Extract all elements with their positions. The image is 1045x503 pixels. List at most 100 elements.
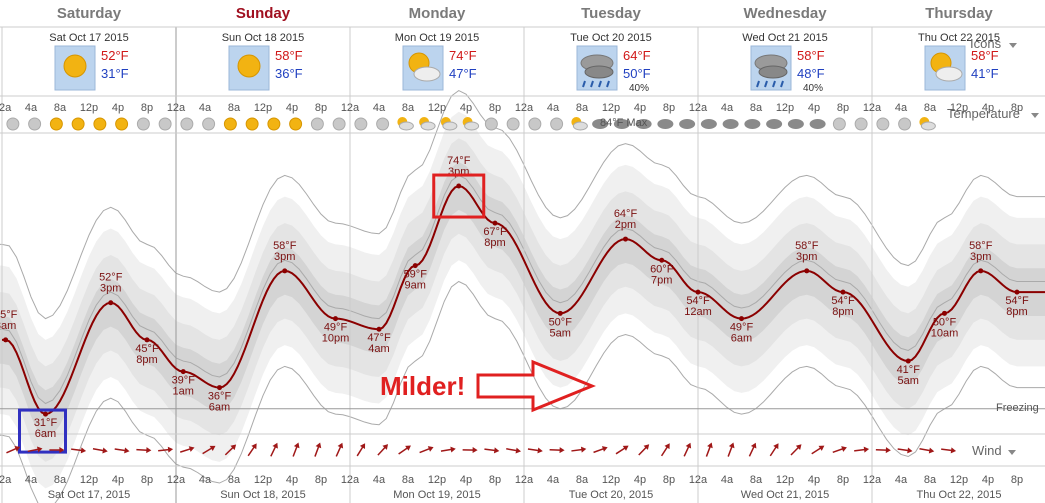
hour-tick-top: 8p [1011, 102, 1023, 114]
data-point [376, 326, 382, 332]
wind-arrow-icon [769, 443, 779, 457]
wind-arrow-icon [202, 445, 216, 455]
data-label-time: 6am [35, 428, 56, 440]
cloud-icon [413, 66, 441, 82]
footer-date: Sat Oct 17, 2015 [48, 489, 131, 501]
cloud-icon [464, 121, 480, 131]
data-label-temp: 60°F [650, 263, 674, 275]
hour-tick-top: 4p [982, 102, 994, 114]
arrow-head [493, 447, 500, 454]
hour-tick-top: 8a [924, 102, 937, 114]
arrow-head [537, 447, 543, 454]
rain-drop-icon [756, 80, 760, 88]
hour-tick-top: 4p [112, 102, 124, 114]
data-point [659, 257, 665, 263]
temperature-toggle[interactable]: Temperature [947, 106, 1020, 121]
icons-toggle[interactable]: Icons [970, 36, 1002, 51]
data-point [804, 268, 810, 274]
data-label-time: 5am [898, 375, 919, 387]
wind-arrow-icon [854, 446, 870, 453]
arrow-head [885, 447, 891, 454]
card-precip: 40% [629, 83, 649, 94]
hour-tick-bottom: 8a [750, 474, 763, 486]
arrow-head [315, 442, 322, 449]
hour-tick-bottom: 12a [863, 474, 882, 486]
hour-tick-bottom: 8p [1011, 474, 1023, 486]
arrow-head [559, 447, 565, 454]
data-label-temp: 50°F [933, 316, 957, 328]
data-label-temp: 39°F [172, 375, 196, 387]
wind-toggle[interactable]: Wind [972, 443, 1002, 458]
hour-tick-top: 4a [25, 102, 38, 114]
wind-arrow-icon [571, 446, 587, 453]
min-highlight-box [18, 408, 67, 454]
arrow-head [293, 442, 300, 449]
moon-icon [158, 117, 172, 131]
cloud-icon [442, 121, 458, 131]
arrow-head [146, 447, 152, 454]
sun-icon [223, 117, 237, 131]
data-label-temp: 54°F [831, 295, 855, 307]
data-label-temp: 31°F [34, 417, 58, 429]
moon-icon [180, 117, 194, 131]
uncertainty-bands [0, 89, 1045, 503]
data-point [557, 310, 563, 316]
wind-arrow-icon [440, 446, 456, 453]
hour-tick-top: 4p [460, 102, 472, 114]
card-date: Sun Oct 18 2015 [222, 32, 305, 44]
wind-arrow-icon [92, 447, 108, 454]
hour-tick-top: 12a [167, 102, 186, 114]
arrow-head [272, 442, 278, 449]
chevron-down-icon [1009, 43, 1017, 48]
data-label-time: 8pm [832, 306, 853, 318]
hour-tick-bottom: 12p [950, 474, 968, 486]
hour-tick-bottom: 4a [373, 474, 386, 486]
hour-tick-bottom: 4p [982, 474, 994, 486]
wind-arrow-icon [790, 444, 802, 456]
footer-date: Tue Oct 20, 2015 [569, 489, 654, 501]
hour-tick-top: 4p [808, 102, 820, 114]
card-high: 64°F [623, 48, 651, 63]
cloud-icon [787, 119, 804, 129]
wind-arrow-icon [727, 442, 735, 457]
wind-arrow-icon [419, 446, 434, 454]
hour-tick-top: 12p [602, 102, 620, 114]
cloud-icon [935, 66, 963, 82]
day-headers: Saturday Sunday Monday Tuesday Wednesday Thur… [0, 5, 1045, 28]
wind-arrow-icon [660, 443, 670, 457]
card-high: 52°F [101, 48, 129, 63]
data-label-time: 10pm [322, 333, 350, 345]
moon-icon [550, 117, 564, 131]
data-label-time: 2pm [615, 219, 636, 231]
hour-tick-top: 12a [0, 102, 12, 114]
hour-tick-top: 8a [576, 102, 589, 114]
footer-date: Sun Oct 18, 2015 [220, 489, 306, 501]
hour-tick-top: 4p [286, 102, 298, 114]
wind-arrow-icon [224, 444, 237, 456]
freezing-line: Freezing [0, 402, 1045, 414]
right-arrow-icon [476, 359, 596, 413]
hour-tick-bottom: 12a [689, 474, 708, 486]
data-label-time: 8pm [136, 354, 157, 366]
hour-tick-top: 12p [428, 102, 446, 114]
cloud-icon [572, 121, 588, 131]
data-point [978, 268, 984, 274]
wind-arrows [6, 442, 957, 457]
median-line [0, 174, 1045, 405]
data-label-temp: 58°F [795, 240, 819, 252]
data-label-temp: 58°F [273, 240, 297, 252]
data-point [840, 289, 846, 295]
arrow-head [928, 447, 935, 454]
arrow-head [685, 442, 692, 449]
day-header-monday: Monday [409, 5, 466, 22]
data-label-time: 10am [931, 327, 959, 339]
day-header-saturday: Saturday [57, 5, 122, 22]
arrow-head [251, 443, 257, 450]
data-label-temp: 67°F [483, 226, 507, 238]
arrow-head [643, 444, 650, 450]
hour-tick-top: 8p [141, 102, 153, 114]
hour-tick-top: 8p [663, 102, 675, 114]
rain-drop-icon [606, 80, 610, 88]
hour-tick-bottom: 12a [167, 474, 186, 486]
